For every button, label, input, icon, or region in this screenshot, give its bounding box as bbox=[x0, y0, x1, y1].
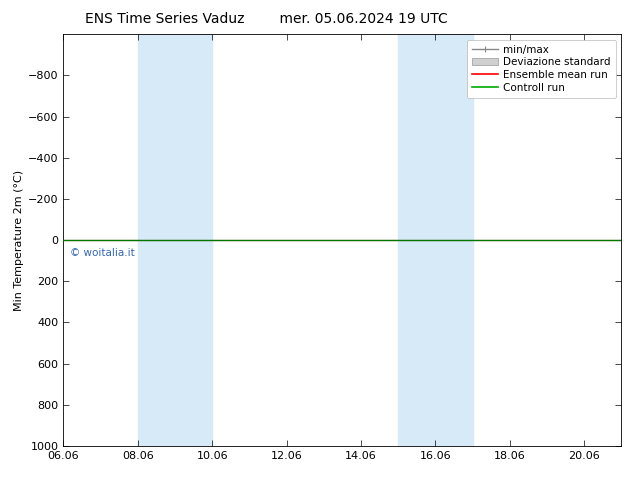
Text: © woitalia.it: © woitalia.it bbox=[70, 248, 135, 258]
Y-axis label: Min Temperature 2m (°C): Min Temperature 2m (°C) bbox=[14, 170, 24, 311]
Text: ENS Time Series Vaduz        mer. 05.06.2024 19 UTC: ENS Time Series Vaduz mer. 05.06.2024 19… bbox=[85, 12, 448, 26]
Bar bbox=[138, 34, 212, 446]
Legend: min/max, Deviazione standard, Ensemble mean run, Controll run: min/max, Deviazione standard, Ensemble m… bbox=[467, 40, 616, 98]
Bar bbox=[398, 34, 472, 446]
